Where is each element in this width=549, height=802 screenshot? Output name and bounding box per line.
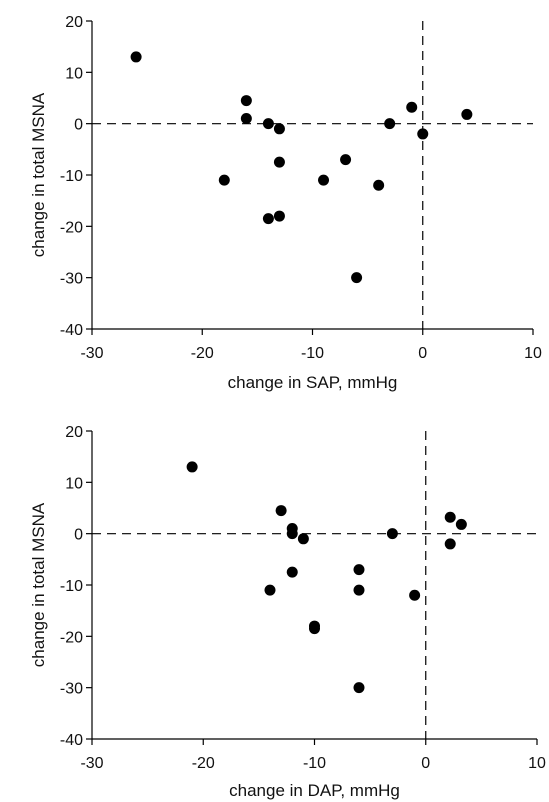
y-tick-label: 10: [65, 65, 83, 82]
data-point: [444, 511, 456, 523]
data-point: [186, 461, 198, 473]
y-tick-label: 20: [65, 14, 83, 31]
y-tick-label: -30: [60, 681, 83, 698]
data-point: [353, 584, 365, 596]
y-axis-title: change in total MSNA: [29, 92, 48, 257]
y-tick-label: -40: [60, 732, 83, 749]
data-point: [264, 584, 276, 596]
data-point: [444, 538, 456, 550]
data-point: [351, 272, 363, 284]
x-tick-label: 0: [421, 755, 430, 772]
data-point: [130, 51, 142, 63]
x-tick-label: 10: [524, 345, 542, 362]
y-tick-label: 0: [74, 117, 83, 134]
x-tick-label: 0: [418, 345, 427, 362]
y-tick-label: 20: [65, 424, 83, 441]
y-tick-label: 0: [74, 527, 83, 544]
y-tick-label: 10: [65, 475, 83, 492]
data-point: [386, 528, 398, 540]
data-point: [262, 213, 274, 225]
sap-scatter-chart: -40 -30 -20 -10 0 10 20 -30 -20 -10 0 10 change in S…: [29, 14, 542, 392]
data-point: [218, 174, 230, 186]
data-point: [273, 123, 285, 135]
y-tick-label: -10: [60, 168, 83, 185]
data-point: [384, 118, 396, 130]
data-point: [286, 566, 298, 578]
x-tick-label: -20: [191, 345, 214, 362]
y-tick-label: -20: [60, 629, 83, 646]
data-point: [275, 505, 287, 517]
data-point: [353, 564, 365, 576]
data-point: [318, 174, 330, 186]
data-point: [373, 179, 385, 191]
y-tick-label: -40: [60, 322, 83, 339]
y-axis-title: change in total MSNA: [29, 502, 48, 667]
x-tick-label: 10: [528, 755, 546, 772]
data-point: [297, 533, 309, 545]
y-tick-label: -20: [60, 219, 83, 236]
data-point: [273, 156, 285, 168]
data-point: [262, 118, 274, 130]
x-tick-label: -30: [80, 345, 103, 362]
x-axis-title: change in DAP, mmHg: [229, 781, 400, 800]
y-tick-label: -10: [60, 578, 83, 595]
data-point: [240, 95, 252, 107]
dap-scatter-chart: -40 -30 -20 -10 0 10 20 -30 -20 -10 0 10 change in D…: [29, 424, 546, 800]
data-point: [406, 101, 418, 113]
data-point: [340, 154, 352, 166]
data-point: [409, 589, 421, 601]
data-point: [240, 113, 252, 125]
x-tick-label: -30: [80, 755, 103, 772]
data-point: [353, 682, 365, 694]
x-axis-title: change in SAP, mmHg: [228, 373, 398, 392]
data-point: [309, 623, 320, 635]
data-point: [273, 210, 285, 222]
data-point: [461, 108, 473, 120]
y-tick-label: -30: [60, 271, 83, 288]
x-tick-label: -20: [192, 755, 215, 772]
data-point: [286, 528, 298, 540]
data-point: [455, 518, 467, 530]
data-point: [417, 128, 429, 140]
x-tick-label: -10: [301, 345, 324, 362]
x-tick-label: -10: [303, 755, 326, 772]
